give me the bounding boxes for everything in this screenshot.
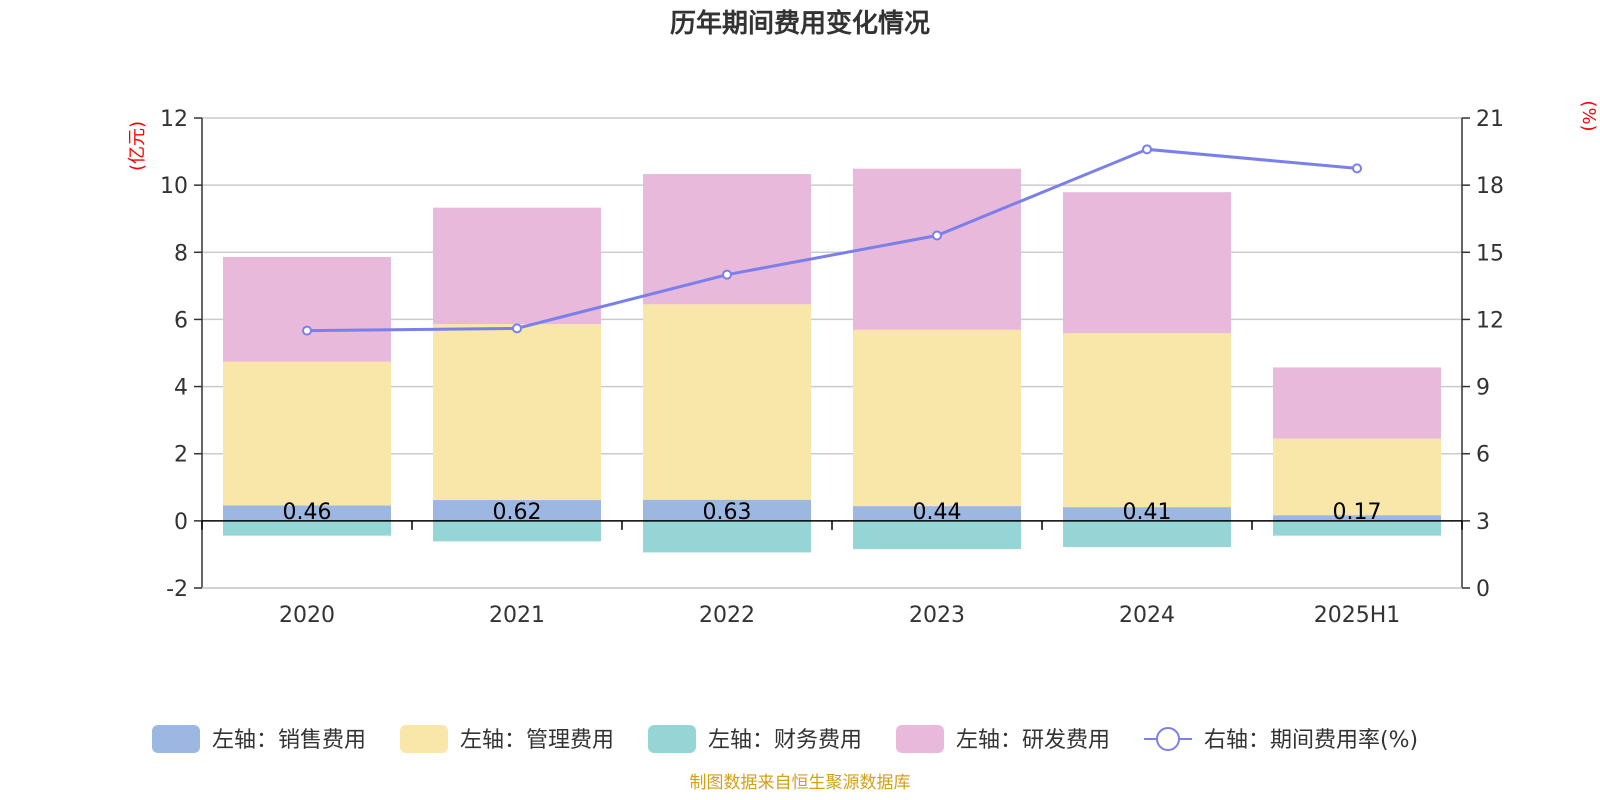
bar-data-label: 0.46 xyxy=(283,500,332,525)
legend-label: 左轴：管理费用 xyxy=(460,728,614,753)
axes: -2 0 2 4 6 8 10 12 0 3 6 9 12 15 18 21 2020 2021 2022 2023 2… xyxy=(160,107,1504,628)
bar-segment xyxy=(1273,367,1441,439)
bar-segment xyxy=(223,505,391,521)
legend-swatch xyxy=(152,725,200,753)
left-tick-label: -2 xyxy=(166,577,188,602)
bar-segment xyxy=(433,324,601,501)
bar-data-label: 0.17 xyxy=(1333,500,1382,525)
rate-point xyxy=(302,325,312,336)
left-tick-label: 10 xyxy=(160,174,188,199)
left-tick-label: 8 xyxy=(174,241,188,266)
right-tick-label: 12 xyxy=(1476,308,1504,333)
bar-data-label: 0.41 xyxy=(1123,500,1172,525)
bar-labels: 0.46 0.62 0.63 0.44 0.41 0.17 xyxy=(283,500,1382,525)
bar-segment xyxy=(1063,192,1231,334)
rate-line-path xyxy=(306,147,1358,333)
x-tick-label: 2020 xyxy=(279,603,335,628)
bar-segment xyxy=(223,256,391,362)
legend-label: 左轴：财务费用 xyxy=(708,728,862,753)
right-tick-label: 6 xyxy=(1476,443,1490,468)
chart-title: 历年期间费用变化情况 xyxy=(670,8,930,39)
bar-data-label: 0.62 xyxy=(493,500,542,525)
legend-label: 右轴：期间费用率(%) xyxy=(1204,728,1418,753)
right-tick-label: 9 xyxy=(1476,376,1490,401)
rate-point xyxy=(932,230,942,241)
bar-data-label: 0.63 xyxy=(703,500,752,525)
left-tick-label: 12 xyxy=(160,107,188,132)
legend-swatch xyxy=(648,725,696,753)
bar-segment xyxy=(1063,520,1231,548)
left-tick-label: 4 xyxy=(174,376,188,401)
rate-point xyxy=(1142,144,1152,155)
source-note: 制图数据来自恒生聚源数据库 xyxy=(690,773,911,793)
legend: 左轴：销售费用 左轴：管理费用 左轴：财务费用 左轴：研发费用 右轴：期间费用率(%) xyxy=(152,725,1418,753)
left-tick-label: 0 xyxy=(174,510,188,535)
legend-label: 左轴：销售费用 xyxy=(212,728,366,753)
x-tick-label: 2021 xyxy=(489,603,545,628)
bar-segment xyxy=(643,520,811,553)
bar-segment xyxy=(223,520,391,536)
right-tick-label: 3 xyxy=(1476,510,1490,535)
right-tick-label: 18 xyxy=(1476,174,1504,199)
bar-segment xyxy=(433,207,601,325)
bar-segment xyxy=(853,329,1021,507)
rate-point xyxy=(1352,163,1362,174)
bar-segment xyxy=(853,520,1021,550)
legend-swatch xyxy=(400,725,448,753)
legend-label: 左轴：研发费用 xyxy=(956,728,1110,753)
x-tick-label: 2024 xyxy=(1119,603,1175,628)
bar-segment xyxy=(1273,520,1441,536)
bar-segment xyxy=(223,361,391,506)
x-tick-label: 2023 xyxy=(909,603,965,628)
right-tick-label: 21 xyxy=(1476,107,1504,132)
x-tick-label: 2022 xyxy=(699,603,755,628)
left-axis-unit: (亿元) xyxy=(127,121,148,171)
right-axis-unit: (%) xyxy=(1578,100,1599,131)
bar-segment xyxy=(1063,507,1231,521)
bar-segment xyxy=(853,506,1021,521)
left-tick-label: 2 xyxy=(174,443,188,468)
bar-segment xyxy=(433,500,601,521)
rate-point xyxy=(722,269,732,280)
legend-line-marker xyxy=(1156,727,1180,751)
bar-segment xyxy=(643,174,811,305)
right-tick-label: 0 xyxy=(1476,577,1490,602)
bars xyxy=(223,168,1441,553)
legend-swatch xyxy=(896,725,944,753)
bar-data-label: 0.44 xyxy=(913,500,962,525)
left-tick-label: 6 xyxy=(174,308,188,333)
bar-segment xyxy=(643,499,811,521)
right-tick-label: 15 xyxy=(1476,241,1504,266)
bar-segment xyxy=(853,168,1021,330)
x-tick-label: 2025H1 xyxy=(1314,603,1401,628)
grid-lines xyxy=(202,117,1462,589)
bar-segment xyxy=(643,304,811,500)
bar-segment xyxy=(1273,515,1441,521)
rate-point xyxy=(512,323,522,334)
rate-line xyxy=(302,144,1362,336)
bar-segment xyxy=(1063,333,1231,508)
bar-segment xyxy=(1273,438,1441,516)
bar-segment xyxy=(433,520,601,542)
